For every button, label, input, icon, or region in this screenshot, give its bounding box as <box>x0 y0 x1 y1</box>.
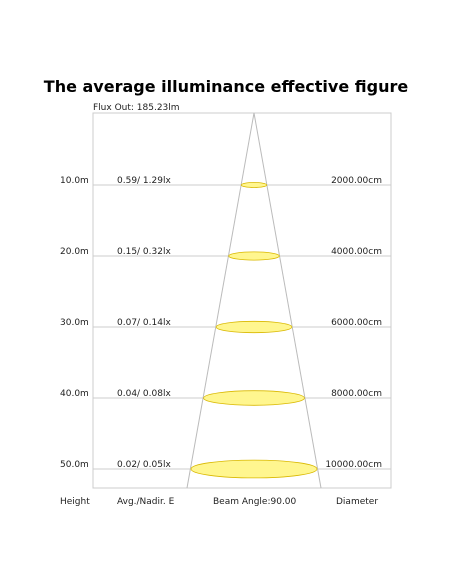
row-height: 50.0m <box>60 460 89 470</box>
light-spot <box>228 251 280 261</box>
row-illuminance: 0.07/ 0.14lx <box>117 318 171 328</box>
row-height: 20.0m <box>60 247 89 257</box>
row-diameter: 6000.00cm <box>331 318 382 328</box>
footer-illuminance: Avg./Nadir. E <box>117 497 175 507</box>
light-spot <box>240 182 268 188</box>
row-height: 40.0m <box>60 389 89 399</box>
row-height: 30.0m <box>60 318 89 328</box>
row-illuminance: 0.59/ 1.29lx <box>117 176 171 186</box>
row-illuminance: 0.02/ 0.05lx <box>117 460 171 470</box>
footer-height: Height <box>60 497 90 507</box>
row-diameter: 2000.00cm <box>331 176 382 186</box>
row-diameter: 8000.00cm <box>331 389 382 399</box>
row-illuminance: 0.04/ 0.08lx <box>117 389 171 399</box>
cone-edge <box>253 112 322 489</box>
light-spot <box>190 459 318 479</box>
footer-diameter: Diameter <box>336 497 378 507</box>
light-spot <box>215 320 293 334</box>
title: The average illuminance effective figure <box>44 77 409 96</box>
flux-out: Flux Out: 185.23lm <box>93 103 180 113</box>
light-spot <box>203 390 305 406</box>
row-height: 10.0m <box>60 176 89 186</box>
row-illuminance: 0.15/ 0.32lx <box>117 247 171 257</box>
frame <box>92 112 392 489</box>
row-diameter: 10000.00cm <box>325 460 382 470</box>
footer-beam-angle: Beam Angle:90.00 <box>213 497 297 507</box>
row-diameter: 4000.00cm <box>331 247 382 257</box>
cone-edge <box>186 112 255 489</box>
